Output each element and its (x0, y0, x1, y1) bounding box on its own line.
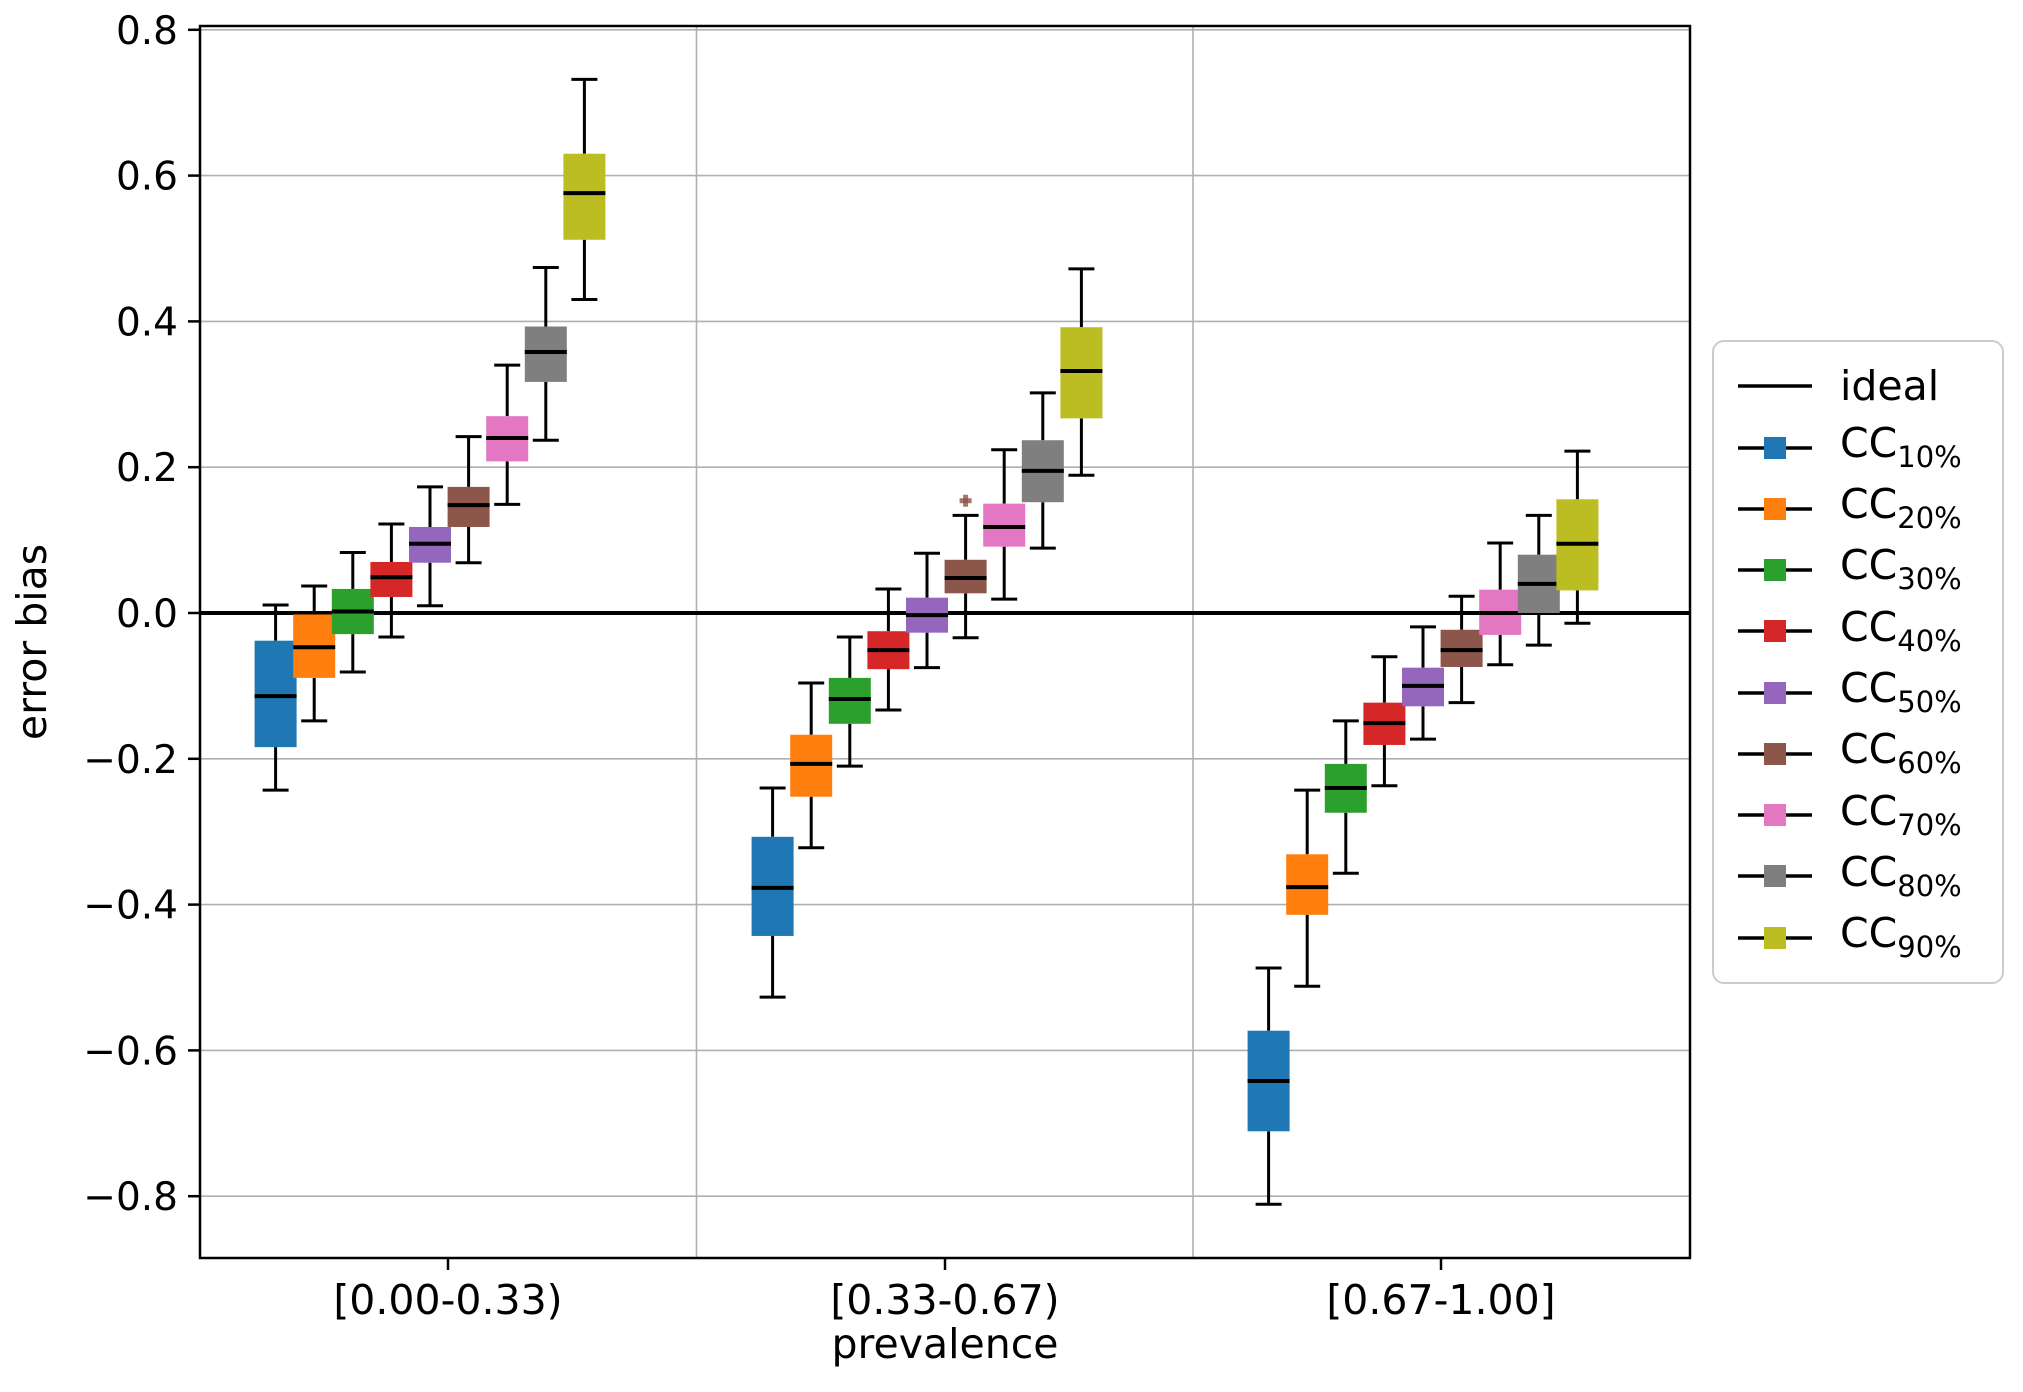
legend-label-subscript: 40% (1897, 623, 1962, 658)
box-CC10%-group3 (1247, 966, 1290, 1206)
x-tick-label: [0.67-1.00] (1326, 1276, 1555, 1324)
box-CC10%-group1 (254, 603, 297, 792)
legend-entry-CC30%: CC30% (1736, 543, 1996, 597)
legend: ideal CC10% CC20% CC30% CC40% CC50% CC60% CC70%… (1712, 340, 2004, 984)
box-CC70%-group3 (1479, 541, 1522, 667)
legend-label: CC30% (1840, 541, 1962, 597)
legend-label-subscript: 10% (1897, 440, 1962, 475)
box-CC40%-group1 (370, 522, 413, 639)
legend-swatch (1764, 804, 1786, 827)
legend-box-marker-icon (1738, 497, 1812, 520)
legend-entry-CC80%: CC80% (1736, 849, 1996, 903)
y-tick-label: 0.2 (116, 446, 178, 491)
box-CC90%-group3 (1556, 449, 1599, 625)
legend-line-icon (1738, 384, 1812, 389)
box-CC80%-group3 (1517, 513, 1560, 647)
legend-box-marker-icon (1738, 436, 1812, 459)
legend-label: CC50% (1840, 664, 1962, 720)
box-CC50%-group1 (409, 485, 451, 608)
legend-box-marker-icon (1738, 620, 1812, 643)
legend-label: CC20% (1840, 480, 1962, 536)
legend-box-marker-icon (1738, 804, 1812, 827)
legend-swatch (1764, 559, 1786, 582)
legend-label-subscript: 20% (1897, 501, 1962, 536)
y-tick-label: 0.8 (116, 9, 178, 54)
box-CC10%-group2 (751, 786, 794, 999)
boxes-layer (254, 77, 1599, 1206)
legend-label: CC80% (1840, 847, 1962, 903)
legend-entry-CC50%: CC50% (1736, 666, 1996, 720)
legend-box-marker-icon (1738, 742, 1812, 765)
x-tick-label: [0.33-0.67) (830, 1276, 1059, 1324)
legend-entry-ideal: ideal (1736, 359, 1996, 413)
legend-swatch (1764, 681, 1786, 704)
legend-swatch (1764, 742, 1786, 765)
legend-label: CC10% (1840, 418, 1962, 475)
legend-label: ideal (1840, 361, 1940, 410)
legend-label: CC90% (1840, 909, 1962, 965)
legend-label: CC60% (1840, 725, 1962, 781)
iqr-box (1286, 854, 1329, 915)
legend-entry-CC40%: CC40% (1736, 604, 1996, 658)
legend-label-subscript: 70% (1897, 807, 1962, 842)
legend-label: CC40% (1840, 602, 1962, 658)
legend-entry-CC90%: CC90% (1736, 911, 1996, 965)
legend-label-subscript: 90% (1897, 930, 1962, 965)
box-CC50%-group2 (906, 551, 948, 670)
legend-box-marker-icon (1738, 681, 1812, 704)
legend-box-marker-icon (1738, 926, 1812, 949)
y-tick-label: 0.4 (116, 300, 178, 345)
box-CC40%-group2 (867, 587, 910, 712)
box-CC50%-group3 (1402, 625, 1444, 741)
axes-layer: 0.8 0.6 0.4 0.2 0.0 −0.2 −0.4 −0.6 −0.8 [0.00-0.3… (83, 9, 1692, 1324)
box-CC60%-group1 (447, 435, 490, 565)
legend-label-subscript: 30% (1897, 562, 1962, 597)
box-CC80%-group1 (524, 265, 567, 442)
iqr-box (524, 326, 567, 382)
y-tick-label: −0.8 (83, 1175, 178, 1220)
box-CC90%-group1 (563, 77, 606, 302)
box-CC80%-group2 (1021, 391, 1064, 550)
legend-label: CC70% (1840, 786, 1962, 842)
y-tick-label: −0.4 (83, 884, 178, 929)
box-CC20%-group3 (1286, 788, 1329, 988)
box-CC30%-group3 (1324, 719, 1367, 875)
legend-entry-CC70%: CC70% (1736, 788, 1996, 842)
box-CC20%-group1 (293, 584, 336, 723)
legend-swatch (1764, 497, 1786, 520)
y-axis-label: error bias (8, 544, 56, 740)
legend-box-marker-icon (1738, 865, 1812, 888)
legend-label-subscript: 80% (1897, 868, 1962, 903)
box-CC60%-group3 (1440, 594, 1483, 705)
legend-label-subscript: 50% (1897, 685, 1962, 720)
box-CC20%-group2 (790, 681, 833, 850)
box-CC90%-group2 (1060, 267, 1103, 477)
legend-entry-CC10%: CC10% (1736, 421, 1996, 475)
y-tick-label: 0.0 (116, 592, 178, 637)
legend-swatch (1764, 865, 1786, 888)
y-tick-label: −0.2 (83, 738, 178, 783)
legend-swatch (1764, 926, 1786, 949)
legend-swatch (1764, 620, 1786, 643)
legend-entry-CC60%: CC60% (1736, 727, 1996, 781)
box-CC30%-group1 (331, 550, 374, 674)
iqr-box (254, 640, 297, 748)
y-tick-label: −0.6 (83, 1029, 178, 1074)
box-CC70%-group2 (983, 448, 1026, 601)
box-CC40%-group3 (1363, 655, 1406, 788)
box-CC70%-group1 (486, 363, 529, 506)
legend-box-marker-icon (1738, 559, 1812, 582)
legend-swatch (1764, 436, 1786, 459)
iqr-box (370, 561, 413, 597)
legend-entry-CC20%: CC20% (1736, 482, 1996, 536)
x-axis-label: prevalence (832, 1320, 1059, 1368)
iqr-box (563, 153, 606, 240)
box-CC30%-group2 (828, 635, 871, 768)
legend-label-subscript: 60% (1897, 746, 1962, 781)
y-tick-label: 0.6 (116, 155, 178, 200)
x-tick-label: [0.00-0.33) (333, 1276, 562, 1324)
box-CC60%-group2 (944, 494, 987, 640)
